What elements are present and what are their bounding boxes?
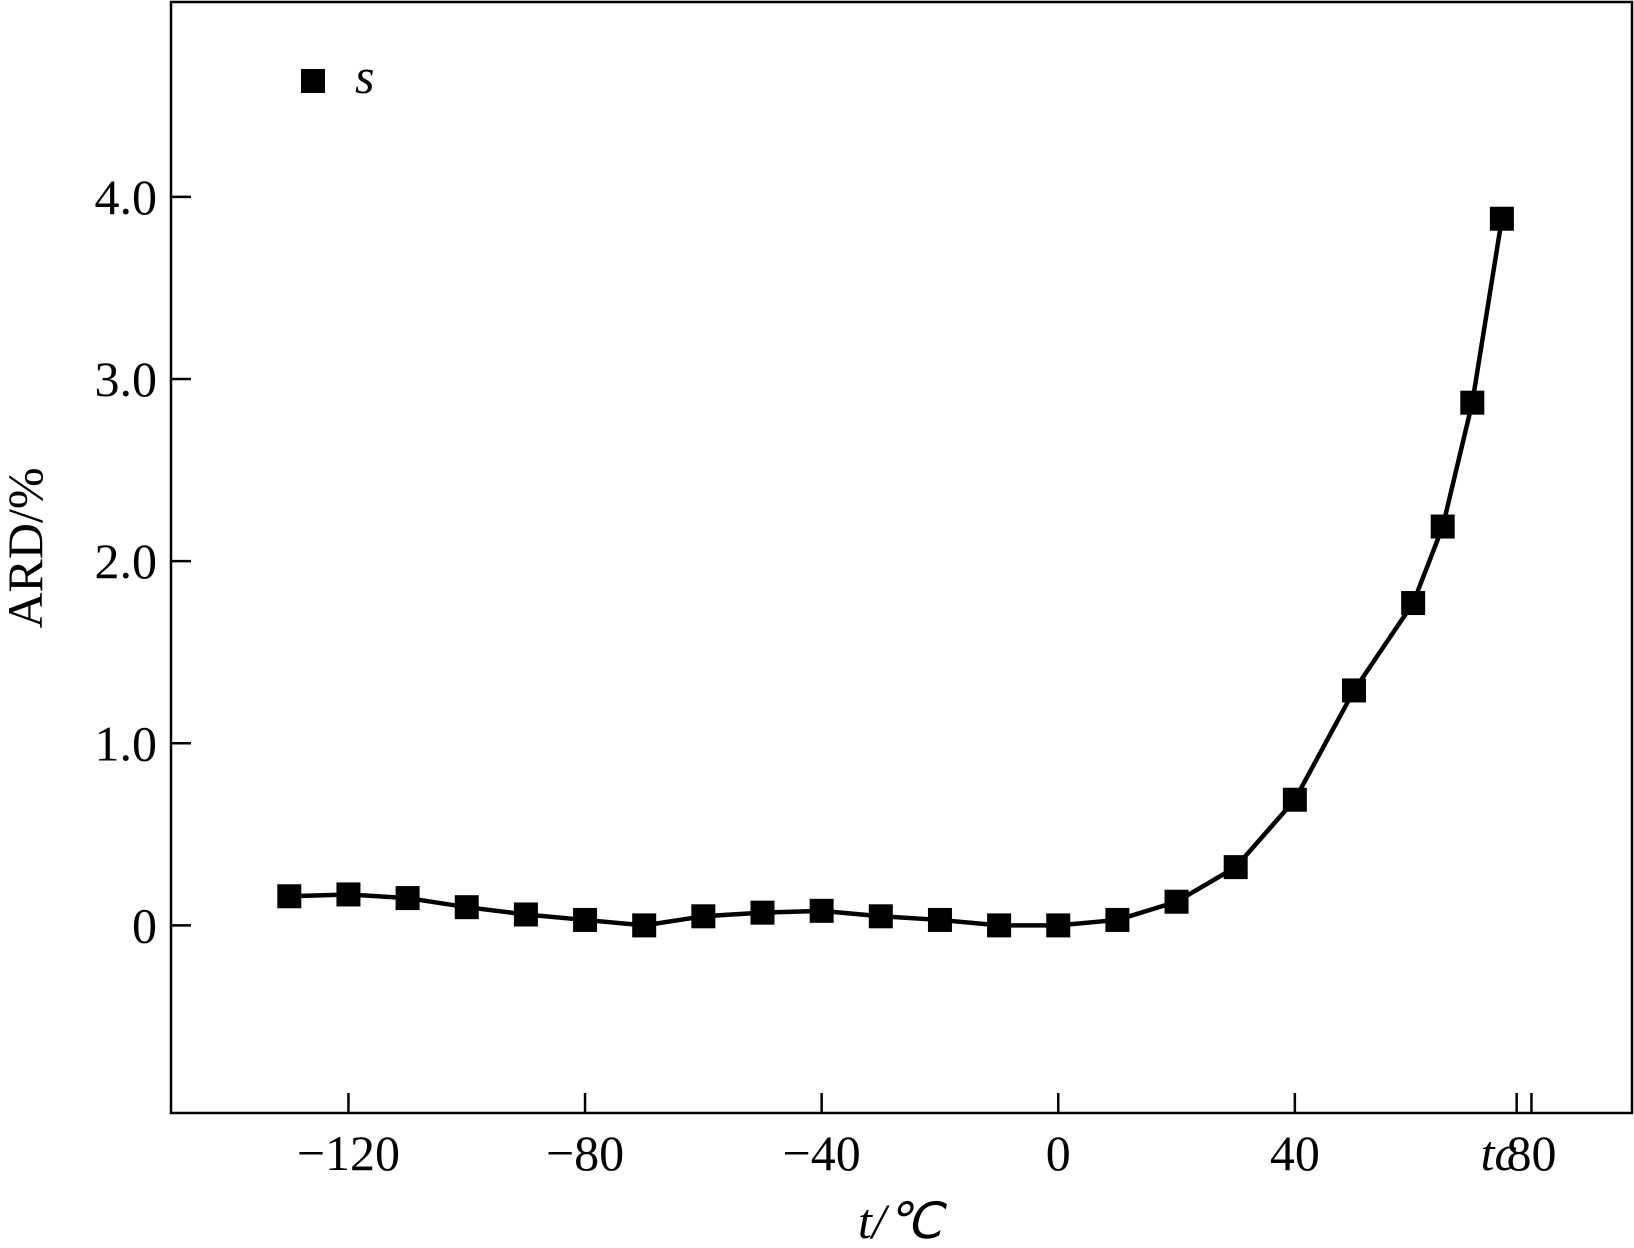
legend-marker [301,69,325,93]
marker [513,902,538,927]
marker [927,907,952,932]
marker [1046,913,1071,938]
marker [809,898,834,923]
x-tick-label: 0 [1046,1125,1071,1181]
x-axis-label: t/℃ [858,1193,948,1248]
marker [1105,907,1130,932]
x-tick-label: tc [1481,1125,1517,1181]
marker [750,900,775,925]
marker [336,882,361,907]
y-tick-label: 4.0 [95,169,158,225]
marker [1430,514,1455,539]
marker [987,913,1012,938]
marker [1460,390,1485,415]
x-tick-label: −40 [783,1125,861,1181]
marker [868,904,893,929]
marker [1223,855,1248,880]
series-line [289,218,1505,928]
marker [1341,678,1366,703]
marker [1164,889,1189,914]
x-tick-label: −120 [297,1125,400,1181]
y-tick-label: 2.0 [95,533,158,589]
marker [632,913,657,938]
marker [1282,787,1307,812]
x-tick-label: 40 [1270,1125,1320,1181]
marker [277,884,302,909]
y-tick-label: 1.0 [95,715,158,771]
legend-label: s [355,48,374,104]
marker [1401,591,1426,616]
plot-frame [169,0,1634,1115]
marker [454,895,479,920]
y-tick-label: 0 [132,897,157,953]
marker [395,886,420,911]
x-tick-label: 80 [1506,1125,1556,1181]
y-tick-label: 3.0 [95,351,158,407]
y-axis-label: ARD/% [0,467,53,628]
marker [1489,206,1514,231]
marker [691,904,716,929]
marker [573,907,598,932]
x-tick-label: −80 [546,1125,624,1181]
